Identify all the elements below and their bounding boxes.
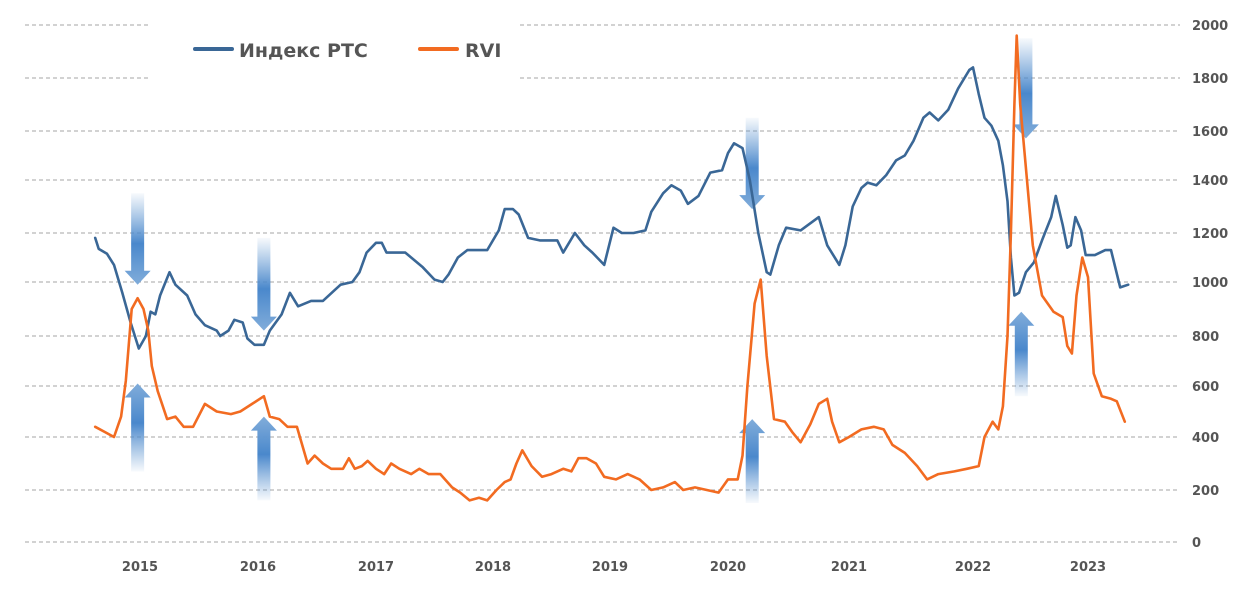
series-line-rvi <box>93 34 1127 502</box>
y-tick-label: 1800 <box>1192 72 1228 87</box>
arrow-down-icon <box>124 193 151 285</box>
x-tick-label: 2020 <box>710 560 746 575</box>
annotation-arrows <box>124 38 1039 503</box>
arrow-down-icon <box>739 117 766 210</box>
y-tick-label: 0 <box>1192 536 1201 551</box>
y-tick-label: 1000 <box>1192 276 1228 291</box>
x-tick-label: 2021 <box>831 560 867 575</box>
y-tick-label: 1200 <box>1192 227 1228 242</box>
x-tick-label: 2017 <box>358 560 394 575</box>
series-lines <box>93 34 1130 502</box>
series-line-rts <box>93 66 1130 350</box>
y-tick-label: 1600 <box>1192 125 1228 140</box>
legend-label-rvi: RVI <box>465 40 501 62</box>
arrow-up-icon <box>124 383 151 472</box>
arrow-up-icon <box>739 419 766 503</box>
y-tick-label: 2000 <box>1192 19 1228 34</box>
arrow-up-icon <box>1008 311 1035 397</box>
gridlines <box>25 24 1180 543</box>
legend-label-rts: Индекс РТС <box>239 40 368 62</box>
x-tick-label: 2015 <box>122 560 158 575</box>
x-tick-label: 2018 <box>475 560 511 575</box>
arrow-up-icon <box>250 416 277 501</box>
y-tick-label: 200 <box>1192 484 1219 499</box>
x-tick-label: 2016 <box>240 560 276 575</box>
y-tick-label: 800 <box>1192 330 1219 345</box>
y-tick-label: 400 <box>1192 431 1219 446</box>
x-tick-label: 2022 <box>955 560 991 575</box>
legend: Индекс РТС RVI <box>193 40 501 62</box>
arrow-down-icon <box>250 237 277 331</box>
x-axis-tick-labels: 2015 2016 2017 2018 2019 2020 2021 2022 2023 <box>122 560 1106 575</box>
y-tick-label: 1400 <box>1192 174 1228 189</box>
y-tick-label: 600 <box>1192 380 1219 395</box>
x-tick-label: 2019 <box>592 560 628 575</box>
x-tick-label: 2023 <box>1070 560 1106 575</box>
